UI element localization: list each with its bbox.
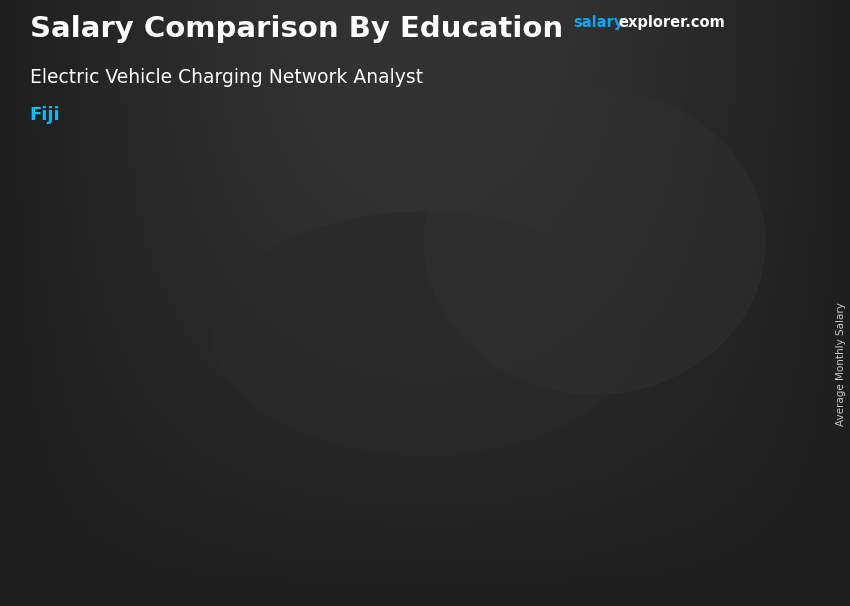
FancyArrowPatch shape	[518, 247, 671, 318]
Text: 3,540 FJD: 3,540 FJD	[290, 368, 369, 383]
Text: Salary Comparison By Education: Salary Comparison By Education	[30, 15, 563, 43]
FancyArrowPatch shape	[345, 307, 497, 376]
Text: Fiji: Fiji	[30, 106, 60, 124]
Text: salary: salary	[574, 15, 624, 30]
Text: Average Monthly Salary: Average Monthly Salary	[836, 302, 846, 425]
Text: +18%: +18%	[200, 316, 268, 336]
Text: +45%: +45%	[374, 242, 442, 262]
Ellipse shape	[425, 91, 765, 394]
Text: +31%: +31%	[548, 197, 615, 217]
Text: 3,010 FJD: 3,010 FJD	[116, 388, 196, 403]
Ellipse shape	[212, 212, 638, 454]
Text: explorer.com: explorer.com	[618, 15, 725, 30]
Text: 5,130 FJD: 5,130 FJD	[464, 309, 543, 324]
Text: Electric Vehicle Charging Network Analyst: Electric Vehicle Charging Network Analys…	[30, 68, 422, 87]
Text: 6,720 FJD: 6,720 FJD	[638, 250, 717, 265]
FancyArrowPatch shape	[172, 351, 324, 396]
